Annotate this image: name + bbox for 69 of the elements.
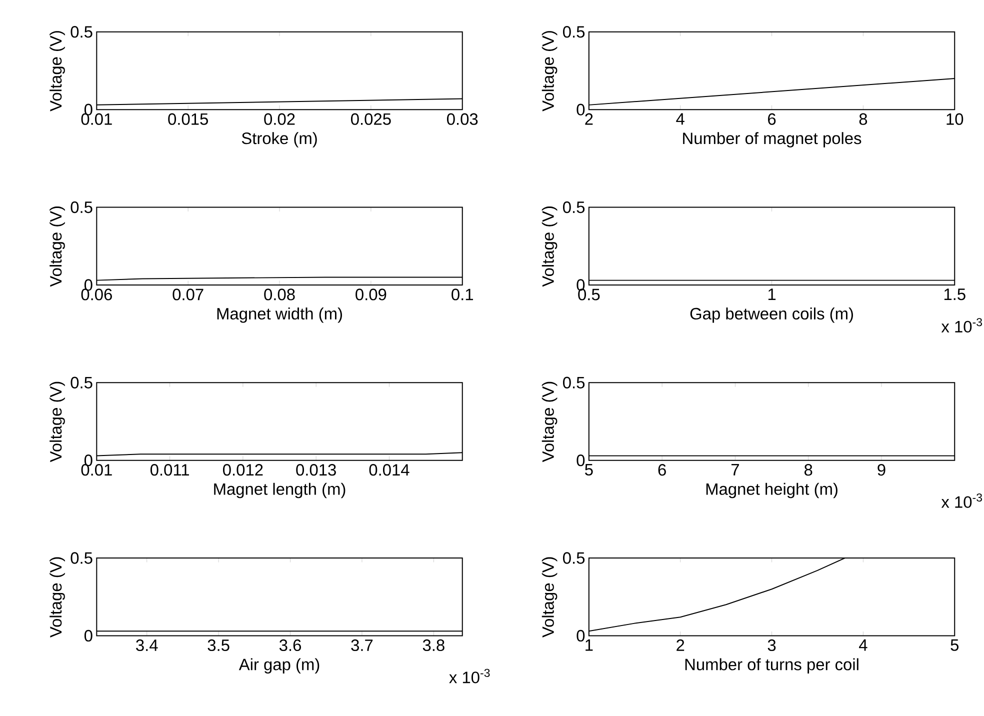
x-tick-label: 0.025 [351,113,391,125]
x-tick-label: 0.01 [81,464,112,476]
x-tick-label: 0.015 [168,113,208,125]
x-tick-label: 5 [585,464,593,476]
x-axis-title: Gap between coils (m) [690,307,853,323]
x-tick-label: 3.8 [422,639,444,651]
x-axis-title: Number of magnet poles [683,132,862,148]
x-tick-label: 2 [676,639,684,651]
x-axis-title: Stroke (m) [242,132,317,148]
x-tick-label: 5 [950,639,959,651]
y-tick-label: 0 [576,104,585,116]
x-tick-label: 0.07 [172,288,204,300]
x-tick-label: 0.03 [447,113,478,125]
y-tick-label: 0.5 [563,552,585,564]
text: x 10$^{-3}$ [449,668,490,684]
x-tick-label: 3 [768,639,776,651]
x-tick-label: 1 [586,639,593,651]
y-axis-title: Voltage (V) [50,30,65,112]
y-axis-title: Voltage (V) [542,557,558,638]
y-axis-title: Voltage (V) [542,382,558,462]
x-tick-label: 0.09 [356,288,386,300]
y-axis-title: Voltage (V) [50,557,65,638]
x-tick-label: 0.013 [296,464,336,476]
x-axis-title: Number of turns per coil [685,658,858,674]
y-tick-label: 0.5 [70,552,92,564]
x-tick-label: 1.5 [944,288,966,300]
text: x 10$^{-3}$ [941,318,982,332]
x-tick-label: 8 [859,113,868,125]
y-tick-label: 0 [576,630,585,642]
x-tick-label: 0.014 [369,464,410,476]
x-tick-label: 3.7 [351,639,373,651]
x-tick-label: 3.5 [208,639,230,651]
y-tick-label: 0.5 [563,376,585,388]
x-tick-label: 1 [768,288,776,300]
x-tick-label: 3.4 [136,639,158,651]
x-tick-label: 0.02 [264,113,295,125]
y-axis-title: Voltage (V) [50,206,65,286]
x-tick-label: 6 [658,464,666,476]
x-tick-label: 2 [585,113,593,125]
x-tick-label: 0.01 [81,113,112,125]
y-tick-label: 0.5 [563,201,585,213]
y-axis-title: Voltage (V) [542,30,558,112]
x-tick-label: 7 [731,464,739,476]
y-tick-label: 0.5 [70,26,92,38]
x-axis-title: Magnet height (m) [706,482,838,498]
x-tick-label: 0.012 [223,464,263,476]
x-tick-label: 8 [804,464,812,476]
x-tick-label: 0.06 [81,288,112,300]
y-tick-label: 0 [576,454,585,466]
x-tick-label: 4 [859,639,868,651]
y-tick-label: 0.5 [70,201,92,213]
x-axis-title: Magnet width (m) [217,307,342,323]
x-tick-label: 0.08 [264,288,295,300]
y-axis-title: Voltage (V) [50,382,65,462]
x-tick-label: 10 [946,113,964,125]
y-axis-title: Voltage (V) [542,206,558,286]
x-tick-label: 0.1 [452,288,473,300]
y-tick-label: 0.5 [563,26,585,38]
y-tick-label: 0 [84,630,92,642]
text: x 10$^{-3}$ [941,493,982,508]
x-axis-title: Magnet length (m) [214,482,346,498]
x-tick-label: 9 [878,464,886,476]
x-axis-title: Air gap (m) [238,658,320,674]
y-tick-label: 0 [84,454,92,466]
x-tick-label: 4 [676,113,684,124]
y-tick-label: 0.5 [70,376,92,388]
x-tick-label: 6 [768,113,776,125]
x-tick-label: 3.6 [279,639,301,651]
x-tick-label: 0.011 [150,464,189,476]
